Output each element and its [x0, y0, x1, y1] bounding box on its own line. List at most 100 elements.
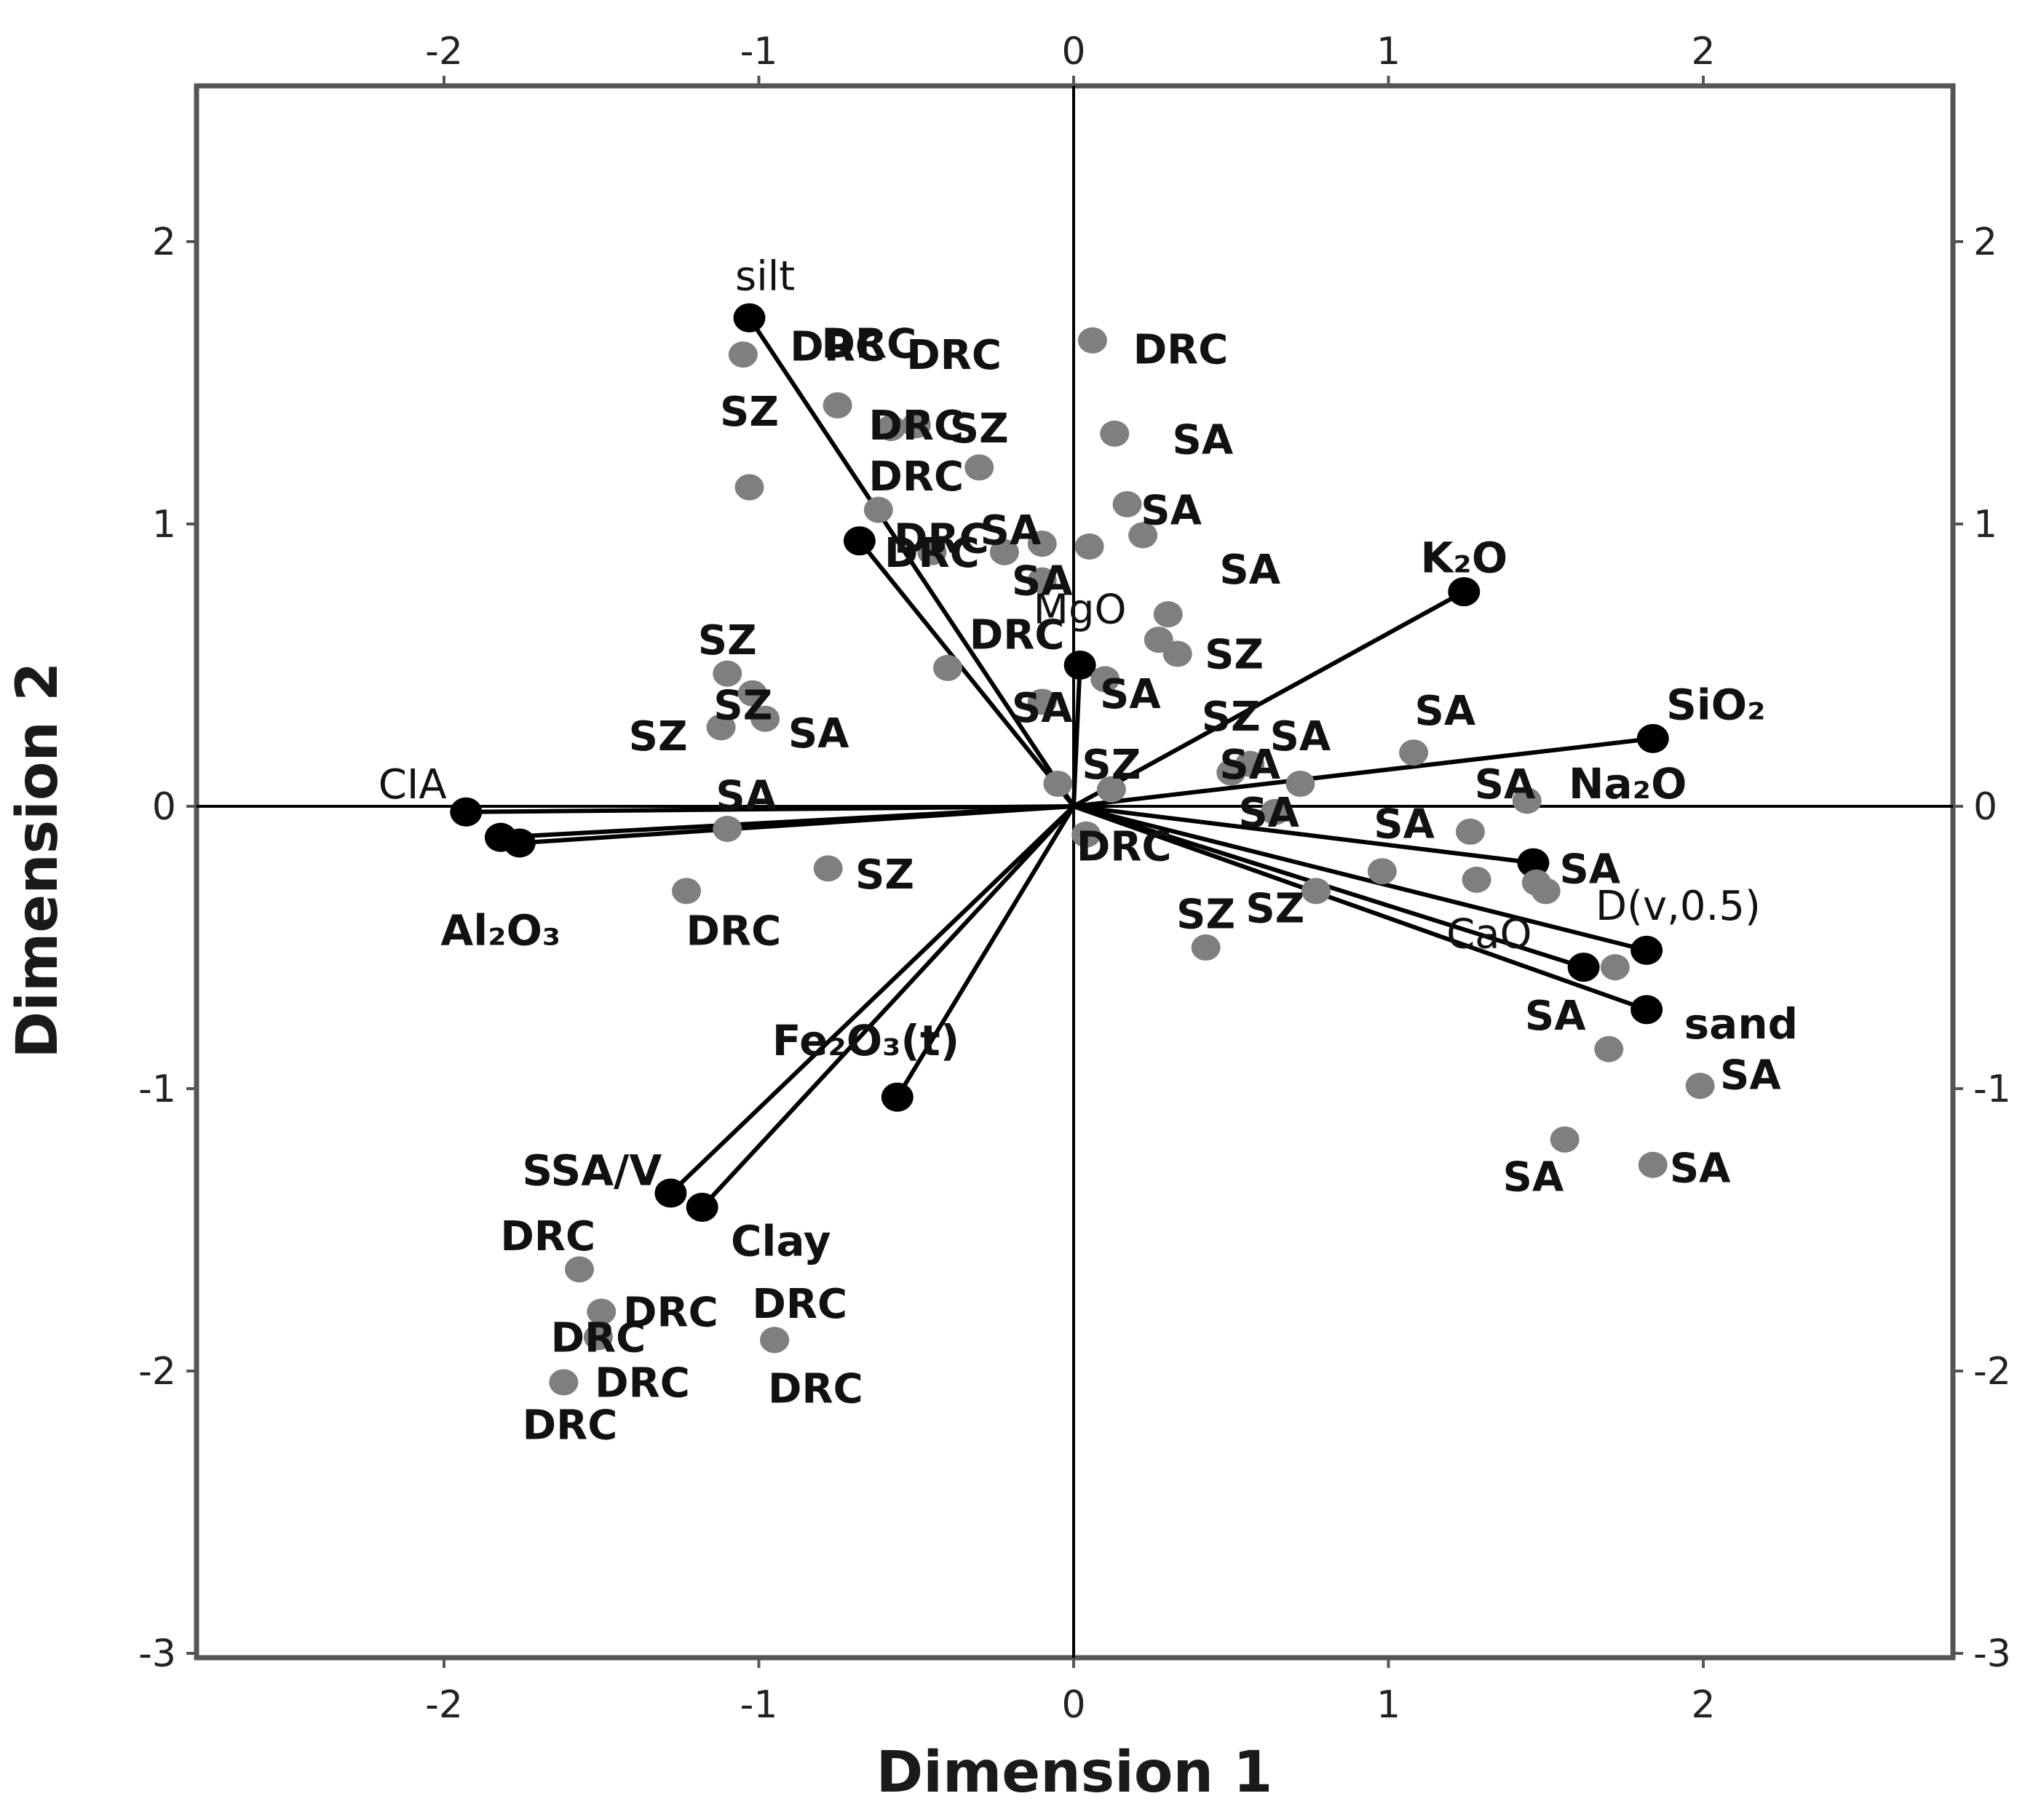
variable-vector	[519, 804, 1074, 846]
observation-label: DRC	[1077, 823, 1172, 870]
observation-point	[1077, 327, 1107, 354]
observation-label: SA	[1475, 761, 1536, 808]
variable-label: CaO	[1446, 911, 1532, 958]
observation-label: DRC	[752, 1281, 847, 1328]
variable-vector	[700, 804, 1076, 1209]
x-tick-label-bottom: 2	[1691, 1683, 1715, 1727]
observation-point	[1550, 1126, 1580, 1153]
observation-label: SZ	[1205, 631, 1264, 678]
y-tick-label-left: 1	[152, 503, 176, 547]
x-tick-label-top: -2	[425, 30, 463, 73]
observation-point	[933, 654, 962, 681]
variable-endpoint	[503, 828, 536, 858]
observation-label: SA	[1559, 846, 1620, 893]
variable-endpoint	[843, 526, 876, 556]
observation-label: SA	[1012, 558, 1073, 605]
observation-label: SZ	[855, 851, 914, 899]
observation-label: DRC	[623, 1290, 718, 1337]
observation-point	[706, 714, 736, 741]
observation-label: SZ	[698, 617, 757, 664]
variable-endpoint	[450, 797, 483, 827]
y-axis-title: Dimension 2	[5, 662, 71, 1059]
observation-point	[1096, 776, 1126, 803]
observation-label: SA	[1219, 547, 1280, 594]
observation-label: DRC	[868, 402, 964, 450]
variable-label: K₂O	[1420, 533, 1507, 583]
observation-point	[1638, 1151, 1668, 1178]
y-tick-label-right: -2	[1973, 1350, 2011, 1394]
observation-point	[1594, 1036, 1624, 1062]
observation-label: SA	[1172, 417, 1233, 464]
variable-endpoint	[1517, 848, 1550, 878]
y-tick-label-right: 0	[1973, 785, 1997, 829]
observation-point	[863, 496, 893, 523]
observation-label: DRC	[822, 321, 917, 368]
x-tick-label-bottom: -2	[425, 1683, 463, 1727]
observation-label: SA	[716, 772, 777, 819]
observation-point	[564, 1256, 594, 1283]
variable-label: Clay	[731, 1217, 831, 1266]
observation-point	[1043, 770, 1073, 797]
observation-label: SZ	[629, 713, 688, 760]
variable-label: Al₂O₃	[440, 906, 560, 955]
observation-point	[1462, 866, 1491, 893]
variable-vector	[1073, 804, 1647, 953]
y-tick-label-right: -3	[1973, 1632, 2011, 1676]
observation-point	[750, 705, 780, 732]
observation-label: DRC	[884, 530, 980, 577]
variable-label: sand	[1684, 999, 1798, 1049]
observation-label: SA	[788, 710, 849, 758]
variable-endpoint	[733, 303, 766, 333]
observation-label: SA	[1219, 742, 1280, 789]
observation-point	[549, 1369, 579, 1396]
observation-point	[1027, 530, 1057, 557]
observation-label: SA	[1525, 993, 1586, 1040]
observation-point	[713, 660, 742, 687]
observation-label: SA	[1720, 1052, 1781, 1100]
observation-point	[1367, 858, 1397, 885]
observation-point	[813, 855, 843, 882]
observation-point	[1112, 490, 1142, 517]
observation-point	[760, 1327, 790, 1354]
variable-label: SiO₂	[1666, 680, 1765, 729]
observation-label: SA	[1100, 671, 1161, 718]
x-tick-label-bottom: 0	[1061, 1683, 1085, 1727]
observation-point	[1090, 666, 1120, 693]
observation-point	[1191, 934, 1221, 961]
observation-point	[1235, 750, 1265, 777]
observation-label: DRC	[790, 324, 885, 371]
y-tick-label-right: -1	[1973, 1068, 2011, 1111]
variable-vector	[857, 539, 1076, 808]
observation-point	[1027, 688, 1057, 715]
observation-point	[713, 816, 742, 843]
observation-label: SA	[1374, 800, 1435, 848]
observation-point	[1301, 878, 1331, 905]
observation-point	[737, 680, 767, 707]
observation-point	[587, 1298, 617, 1325]
observation-point	[876, 415, 906, 442]
variable-label: Na₂O	[1569, 759, 1687, 808]
observation-point	[1455, 818, 1485, 845]
variable-endpoint	[1448, 577, 1481, 607]
variable-label: MgO	[1034, 586, 1127, 633]
observation-label: DRC	[768, 1365, 863, 1412]
variable-vector	[748, 317, 1076, 808]
observation-point	[1600, 954, 1630, 981]
y-tick-label-right: 2	[1973, 220, 1997, 264]
observation-point	[964, 454, 994, 481]
observation-label: SA	[1503, 1153, 1564, 1201]
observation-label: SZ	[1082, 742, 1141, 789]
y-tick-label-left: -1	[138, 1068, 176, 1111]
variable-vector	[1071, 664, 1082, 807]
observation-point	[728, 341, 758, 368]
variable-endpoint	[881, 1082, 914, 1112]
observation-point	[1512, 787, 1542, 814]
observation-label: SA	[1238, 790, 1299, 837]
y-tick-label-left: 2	[152, 220, 176, 264]
x-tick-label-top: -1	[740, 30, 778, 73]
variable-endpoint	[1636, 723, 1669, 753]
observation-label: SA	[980, 507, 1042, 555]
y-tick-label-left: -2	[138, 1350, 176, 1394]
observation-label: SA	[1270, 713, 1331, 760]
observation-point	[1100, 420, 1130, 447]
